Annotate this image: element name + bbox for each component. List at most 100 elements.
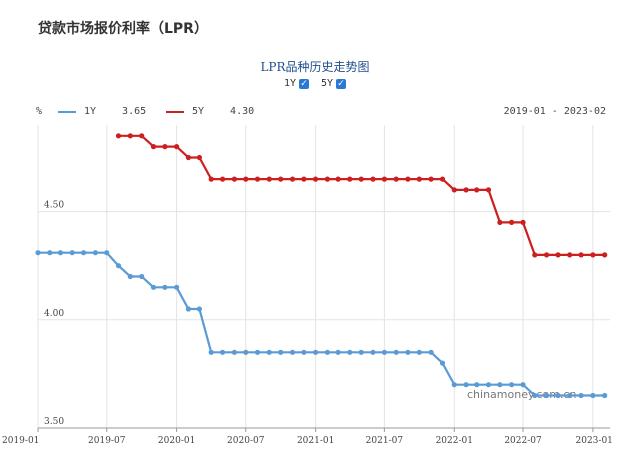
series-line-5y [118, 134, 605, 256]
data-point-5y [220, 176, 226, 182]
data-point-5y [532, 252, 538, 258]
legend-value-1y: 3.65 [122, 106, 147, 117]
data-point-1y [185, 306, 191, 312]
x-tick-label: 2020-01 [158, 436, 195, 446]
data-point-1y [428, 349, 434, 355]
data-point-1y [555, 392, 561, 399]
data-point-1y [451, 382, 457, 388]
data-point-1y [497, 382, 503, 388]
data-point-5y [578, 252, 584, 258]
data-point-1y [381, 349, 387, 355]
data-point-1y [127, 273, 133, 280]
data-point-5y [463, 187, 469, 193]
data-point-1y [289, 349, 296, 355]
x-tick-label: 2022-01 [436, 436, 473, 446]
data-point-1y [174, 284, 180, 290]
legend-name-5y: 5Y [192, 106, 205, 117]
data-point-1y [301, 349, 307, 355]
data-point-5y [139, 133, 145, 139]
data-point-1y [358, 349, 364, 355]
data-point-5y [358, 176, 364, 182]
data-point-5y [231, 176, 237, 182]
legend-item-1y[interactable]: 1Y 3.65 [58, 106, 146, 117]
data-point-1y [104, 250, 110, 256]
data-point-5y [162, 144, 168, 150]
x-tick-label: 2019-07 [88, 436, 126, 446]
data-point-1y [347, 349, 353, 355]
data-point-1y [602, 392, 608, 399]
data-point-5y [590, 252, 596, 258]
watermark: chinamoney.com.cn [467, 388, 576, 401]
data-point-5y [602, 252, 608, 258]
data-point-1y [405, 349, 411, 355]
data-point-1y [485, 382, 492, 388]
data-point-5y [127, 133, 133, 139]
data-point-1y [278, 349, 284, 355]
data-point-5y [393, 176, 399, 182]
legend-row: % 1Y 3.65 5Y 4.30 2019-01 - 2023-02 [36, 106, 610, 122]
data-point-5y [278, 176, 284, 182]
data-point-5y [520, 219, 526, 225]
data-point-5y [347, 176, 353, 182]
data-point-1y [162, 284, 168, 290]
data-point-5y [497, 219, 503, 225]
legend-item-5y[interactable]: 5Y 4.30 [166, 106, 254, 117]
data-point-5y [451, 187, 457, 193]
data-point-1y [254, 349, 261, 355]
data-point-1y [266, 349, 272, 355]
data-point-1y [220, 349, 226, 355]
data-point-5y [335, 176, 341, 182]
data-point-1y [520, 382, 526, 388]
data-point-1y [92, 250, 98, 256]
data-point-5y [509, 219, 515, 225]
data-point-1y [370, 349, 376, 355]
legend-swatch-5y [166, 110, 184, 113]
data-point-5y [567, 252, 573, 258]
data-point-1y [416, 349, 422, 355]
date-range: 2019-01 - 2023-02 [503, 106, 606, 117]
data-point-1y [35, 250, 41, 256]
data-point-5y [301, 176, 307, 182]
x-tick-label: 2023-01 [576, 436, 613, 446]
data-point-1y [578, 392, 584, 399]
data-point-1y [47, 250, 53, 256]
toggle-1y-label: 1Y [283, 78, 296, 89]
data-point-1y [115, 263, 122, 269]
data-point-1y [393, 349, 399, 355]
data-point-5y [243, 176, 249, 182]
data-point-1y [231, 349, 237, 355]
toggle-5y[interactable]: 5Y ✓ [321, 78, 347, 89]
x-tick-label: 2019-01 [2, 436, 39, 446]
data-point-1y [243, 349, 249, 355]
data-point-5y [439, 176, 446, 182]
page-title: 贷款市场报价利率（LPR） [38, 21, 208, 37]
legend-name-1y: 1Y [84, 106, 97, 117]
data-point-1y [196, 306, 202, 312]
data-point-1y [463, 382, 469, 388]
data-point-1y [439, 360, 446, 366]
series-line-1y [38, 251, 605, 397]
data-point-1y [69, 250, 75, 256]
data-point-5y [428, 176, 434, 182]
data-point-5y [254, 176, 261, 182]
data-point-5y [370, 176, 376, 182]
checkbox-1y-icon[interactable]: ✓ [298, 78, 309, 89]
toggle-1y[interactable]: 1Y ✓ [284, 78, 309, 89]
y-tick-label: 4.50 [44, 201, 64, 211]
data-point-5y [150, 144, 157, 150]
data-point-1y [590, 392, 596, 399]
data-point-1y [324, 349, 330, 355]
data-point-5y [416, 176, 422, 182]
data-point-1y [81, 250, 87, 256]
data-point-1y [57, 250, 64, 256]
data-point-5y [405, 176, 411, 182]
data-point-5y [324, 176, 330, 182]
data-point-1y [544, 392, 550, 399]
data-point-5y [174, 144, 180, 150]
x-tick-label: 2020-07 [227, 436, 265, 446]
data-point-5y [474, 187, 480, 193]
checkbox-5y-icon[interactable]: ✓ [336, 78, 347, 89]
data-point-5y [313, 176, 319, 182]
data-point-5y [381, 176, 387, 182]
